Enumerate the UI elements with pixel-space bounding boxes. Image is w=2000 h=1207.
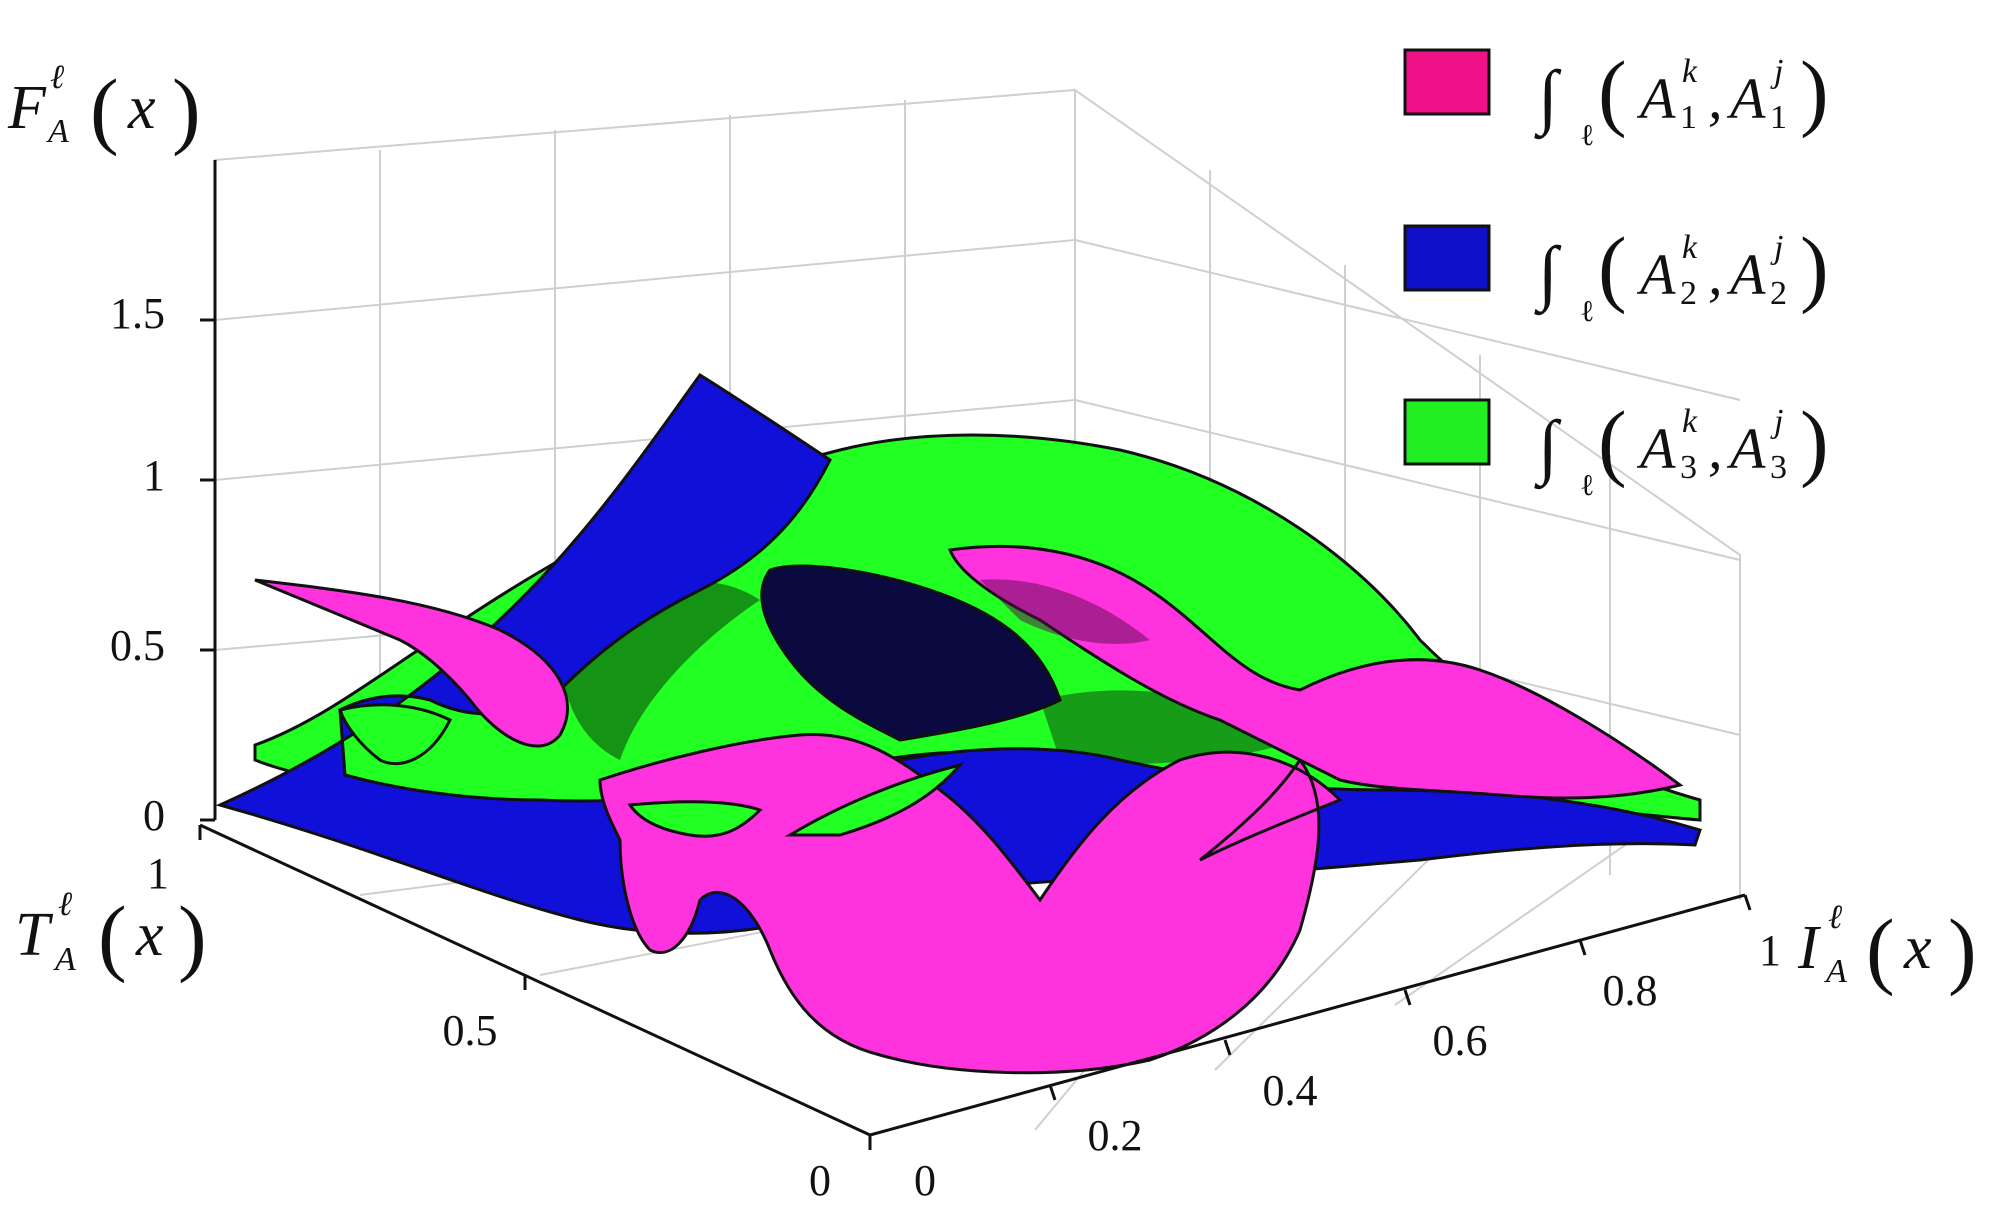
z-axis-label-sub: A — [46, 113, 69, 150]
legend-var-2b: A — [1726, 242, 1766, 307]
z-tick-label: 0.5 — [110, 621, 165, 670]
z-axis-label-sup: ℓ — [50, 59, 64, 96]
legend-sub-1b: 1 — [1770, 99, 1787, 136]
z-axis-label-var: F — [7, 74, 47, 142]
legend-entry-3: ∫ ℓ ( A k 3 , A j 3 ) — [1403, 393, 1829, 502]
legend-sup-2a: k — [1682, 229, 1698, 266]
i-tick-label: 0.6 — [1433, 1016, 1488, 1065]
legend: ∫ ℓ ( A k 1 , A j 1 ) ∫ ℓ ( A k 2 , A j … — [1403, 43, 1829, 502]
i-axis-label: I ℓ A ( x ) — [1797, 899, 1977, 997]
legend-integral-sub-1: ℓ — [1580, 119, 1594, 152]
legend-var-3a: A — [1636, 416, 1676, 481]
t-axis-label-close-paren: ) — [178, 888, 207, 984]
legend-sub-2a: 2 — [1680, 275, 1697, 312]
legend-var-1a: A — [1636, 66, 1676, 131]
legend-entry-1: ∫ ℓ ( A k 1 , A j 1 ) — [1403, 43, 1829, 152]
legend-comma-3: , — [1708, 416, 1723, 481]
legend-sup-2b: j — [1770, 229, 1783, 266]
surface-blue-lobe — [760, 564, 1062, 742]
z-tick-label: 1.5 — [110, 289, 165, 338]
i-tick-label: 0.4 — [1263, 1066, 1318, 1115]
legend-integral-1: ∫ — [1534, 56, 1562, 140]
t-axis-label-open-paren: ( — [98, 888, 127, 984]
surface-magenta — [254, 578, 569, 748]
legend-entry-2: ∫ ℓ ( A k 2 , A j 2 ) — [1403, 219, 1829, 328]
t-axis-label: T ℓ A ( x ) — [15, 886, 207, 984]
legend-close-paren-3: ) — [1800, 393, 1829, 489]
i-tick-label: 0 — [914, 1156, 936, 1205]
legend-comma-2: , — [1708, 242, 1723, 307]
z-axis-label-arg: x — [127, 74, 156, 142]
legend-open-paren-3: ( — [1598, 393, 1627, 489]
i-tick-label: 0.8 — [1603, 966, 1658, 1015]
legend-close-paren-2: ) — [1800, 219, 1829, 315]
legend-sup-3a: k — [1682, 403, 1698, 440]
legend-sub-3a: 3 — [1680, 449, 1697, 486]
i-tick-labels: 0 0.2 0.4 0.6 0.8 1 — [914, 926, 1781, 1205]
i-axis-label-arg: x — [1903, 914, 1932, 982]
legend-sup-1b: j — [1770, 53, 1783, 90]
legend-sub-2b: 2 — [1770, 275, 1787, 312]
t-axis-ticks — [198, 825, 872, 1150]
legend-close-paren-1: ) — [1800, 43, 1829, 139]
legend-var-1b: A — [1726, 66, 1766, 131]
legend-var-3b: A — [1726, 416, 1766, 481]
legend-swatch-1 — [1403, 48, 1491, 116]
legend-swatch-2 — [1403, 224, 1491, 292]
legend-sub-1a: 1 — [1680, 99, 1697, 136]
legend-open-paren-2: ( — [1598, 219, 1627, 315]
legend-var-2a: A — [1636, 242, 1676, 307]
i-axis-label-var: I — [1797, 914, 1822, 982]
legend-integral-sub-2: ℓ — [1580, 295, 1594, 328]
surface-green-patch-3 — [338, 703, 453, 766]
surface-green-shade-right — [1040, 690, 1300, 764]
z-axis-label-open-paren: ( — [90, 61, 119, 157]
t-axis-label-sub: A — [53, 941, 76, 978]
i-axis-line — [869, 893, 1746, 1137]
legend-sub-3b: 3 — [1770, 449, 1787, 486]
i-tick-label: 0.2 — [1088, 1111, 1143, 1160]
axes-lines — [198, 160, 1752, 1150]
z-axis-label-close-paren: ) — [172, 61, 201, 157]
i-axis-label-sub: A — [1824, 953, 1847, 990]
t-axis-label-sup: ℓ — [58, 886, 72, 923]
i-axis-label-open-paren: ( — [1866, 901, 1895, 997]
i-axis-label-sup: ℓ — [1828, 899, 1842, 936]
legend-sup-3b: j — [1770, 403, 1783, 440]
t-tick-label: 1 — [147, 849, 169, 898]
z-tick-label: 1 — [143, 451, 165, 500]
surface-magenta-center — [598, 732, 1343, 1075]
legend-integral-2: ∫ — [1534, 232, 1562, 316]
legend-integral-3: ∫ — [1534, 406, 1562, 490]
legend-swatch-3 — [1403, 398, 1491, 466]
surface-magenta-right — [947, 544, 1684, 800]
surface-green-patch-1 — [627, 800, 763, 838]
t-tick-labels: 0 0.5 1 — [147, 849, 831, 1205]
surface-green-patch-2 — [784, 762, 965, 837]
z-tick-label: 0 — [143, 791, 165, 840]
legend-integral-sub-3: ℓ — [1580, 469, 1594, 502]
surface-magenta-shade — [980, 579, 1150, 644]
legend-open-paren-1: ( — [1598, 43, 1627, 139]
t-axis-line — [199, 823, 871, 1137]
z-axis-label: F ℓ A ( x ) — [7, 59, 201, 157]
surfaces — [215, 372, 1702, 1075]
legend-comma-1: , — [1708, 66, 1723, 131]
t-tick-label: 0.5 — [443, 1006, 498, 1055]
t-axis-label-arg: x — [135, 901, 164, 969]
i-tick-label: 1 — [1759, 926, 1781, 975]
i-axis-label-close-paren: ) — [1948, 901, 1977, 997]
t-tick-label: 0 — [809, 1156, 831, 1205]
t-axis-label-var: T — [15, 901, 54, 969]
z-tick-labels: 0 0.5 1 1.5 — [110, 289, 165, 840]
i-axis-ticks — [1048, 894, 1752, 1101]
legend-sup-1a: k — [1682, 53, 1698, 90]
z-axis-ticks — [200, 318, 215, 822]
